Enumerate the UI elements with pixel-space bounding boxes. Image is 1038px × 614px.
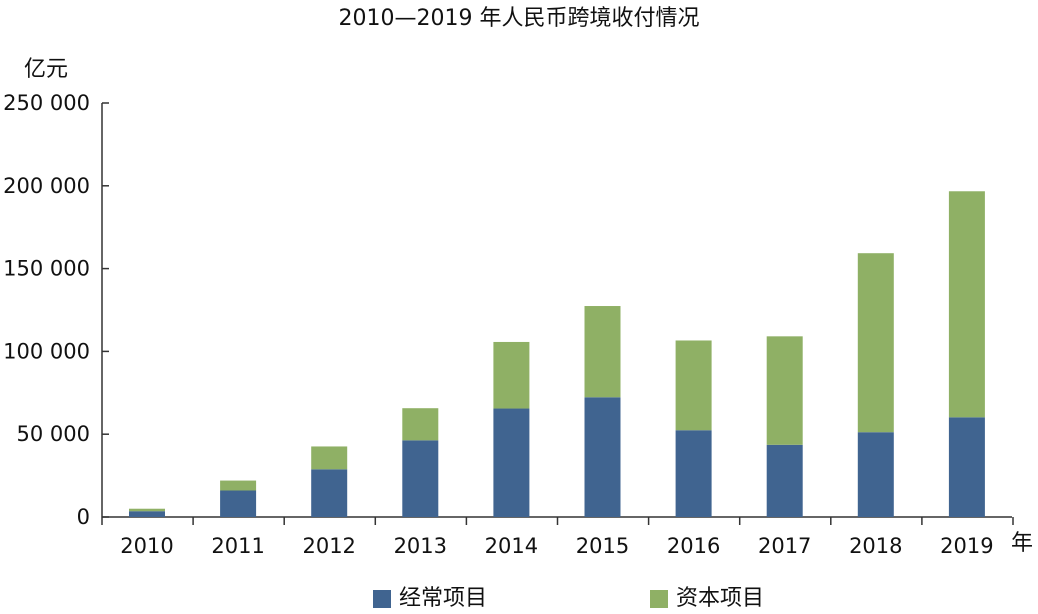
chart-title: 2010—2019 年人民币跨境收付情况 [338,6,700,31]
x-tick-label: 2013 [394,534,447,558]
y-tick-label: 250 000 [3,91,90,115]
legend-item-capital-account: 资本项目 [650,586,764,612]
bar-current-account [675,430,712,517]
y-tick-label: 200 000 [3,174,90,198]
y-axis-unit: 亿元 [24,57,69,82]
bar-capital-account [675,340,712,431]
y-axis: 0 50 000 100 000 150 000 200 000 250 000 [3,91,109,529]
bar-capital-account [857,253,894,433]
x-tick-label: 2016 [667,534,720,558]
x-axis-unit: 年 [1011,531,1034,556]
bar-current-account [948,417,985,517]
x-tick-label: 2015 [576,534,629,558]
y-tick-label: 0 [77,505,90,529]
x-tick-label: 2010 [120,534,173,558]
bar-current-account [129,511,165,517]
bar-capital-account [584,306,621,398]
bar-current-account [584,397,621,517]
bar-capital-account [766,336,803,445]
legend-swatch-current-account [373,590,391,608]
x-tick-label: 2011 [211,534,264,558]
bars [129,191,985,517]
bar-capital-account [493,341,530,409]
legend-label-capital-account: 资本项目 [676,586,765,611]
legend-label-current-account: 经常项目 [399,586,488,611]
legend-item-current-account: 经常项目 [373,586,487,612]
x-tick-label: 2018 [849,534,902,558]
bar-current-account [220,490,257,517]
x-tick-label: 2012 [302,534,355,558]
x-tick-label: 2017 [758,534,811,558]
x-tick-label: 2019 [940,534,993,558]
bar-current-account [766,444,803,517]
bar-current-account [857,432,894,517]
y-tick-label: 150 000 [3,257,90,281]
legend-swatch-capital-account [650,590,668,608]
bar-current-account [493,408,530,517]
x-tick-label: 2014 [485,534,538,558]
y-tick-label: 50 000 [17,422,90,446]
y-tick-label: 100 000 [3,339,90,363]
bar-capital-account [311,446,348,470]
x-axis: 2010 2011 2012 2013 2014 2015 2016 2017 2018 2019 [101,516,1014,558]
bar-capital-account [948,191,985,418]
bar-capital-account [129,508,165,512]
bar-current-account [402,440,439,517]
bar-current-account [311,469,348,517]
bar-capital-account [402,408,439,441]
bar-capital-account [220,480,257,491]
